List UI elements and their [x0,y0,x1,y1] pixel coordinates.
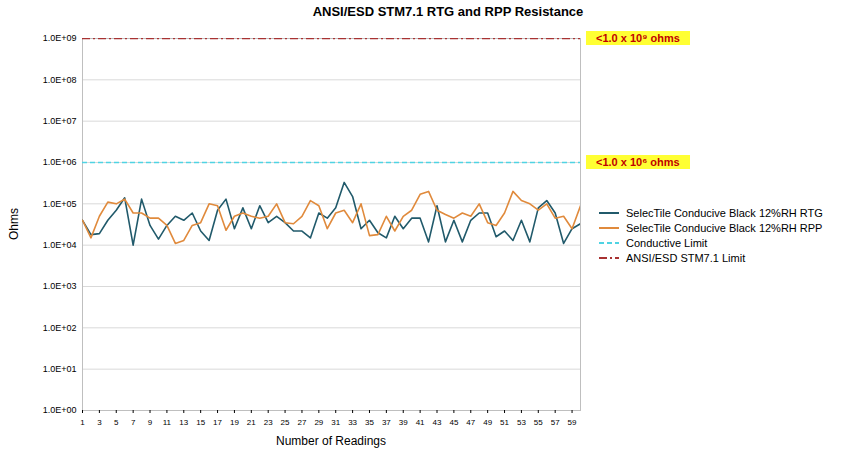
svg-text:1.0E+03: 1.0E+03 [43,281,77,291]
svg-text:35: 35 [365,418,374,427]
svg-text:55: 55 [534,418,543,427]
svg-text:51: 51 [500,418,509,427]
svg-text:17: 17 [213,418,222,427]
svg-text:11: 11 [163,418,172,427]
svg-text:1: 1 [80,418,85,427]
svg-text:1.0E+07: 1.0E+07 [43,116,77,126]
html-text:ANSI/ESD STM7.1 RTG and RPP Re: ANSI/ESD STM7.1 RTG and RPP Resistance [312,4,584,19]
svg-text:1.0E+00: 1.0E+00 [43,405,77,415]
svg-text:1.0E+01: 1.0E+01 [43,364,77,374]
svg-text:47: 47 [466,418,475,427]
svg-text:19: 19 [230,418,239,427]
svg-text:53: 53 [517,418,526,427]
svg-text:57: 57 [551,418,560,427]
svg-text:1.0E+04: 1.0E+04 [43,240,77,250]
svg-text:43: 43 [433,418,442,427]
svg-text:1.0E+05: 1.0E+05 [43,199,77,209]
html-text:Ohms: Ohms [7,208,21,240]
svg-text:25: 25 [281,418,290,427]
svg-text:27: 27 [298,418,307,427]
svg-text:13: 13 [179,418,188,427]
svg-text:29: 29 [314,418,323,427]
svg-text:31: 31 [331,418,340,427]
svg-text:15: 15 [196,418,205,427]
svg-text:59: 59 [568,418,577,427]
svg-text:39: 39 [399,418,408,427]
svg-text:41: 41 [416,418,425,427]
svg-text:5: 5 [114,418,119,427]
svg-text:1.0E+08: 1.0E+08 [43,75,77,85]
html-text:SelecTile Conducive Black 12%R: SelecTile Conducive Black 12%RH RTG [626,206,823,219]
svg-text:33: 33 [348,418,357,427]
html-text:Number of Readings: Number of Readings [276,434,386,448]
html-text:ANSI/ESD STM7.1 Limit: ANSI/ESD STM7.1 Limit [626,251,746,264]
svg-text:21: 21 [247,418,256,427]
svg-text:45: 45 [449,418,458,427]
svg-text:3: 3 [97,418,102,427]
html-text:<1.0 x 10⁶ ohms: <1.0 x 10⁶ ohms [596,156,680,168]
svg-text:1.0E+02: 1.0E+02 [43,323,77,333]
svg-text:9: 9 [148,418,153,427]
html-text:<1.0 x 10⁹ ohms: <1.0 x 10⁹ ohms [596,32,680,44]
svg-text:1.0E+09: 1.0E+09 [43,33,77,43]
svg-text:49: 49 [483,418,492,427]
html-text:SelecTile Conducive Black 12%R: SelecTile Conducive Black 12%RH RPP [626,221,823,234]
svg-text:23: 23 [264,418,273,427]
svg-text:7: 7 [131,418,136,427]
html-text:Conductive Limit: Conductive Limit [626,236,708,249]
svg-text:37: 37 [382,418,391,427]
svg-text:1.0E+06: 1.0E+06 [43,157,77,167]
